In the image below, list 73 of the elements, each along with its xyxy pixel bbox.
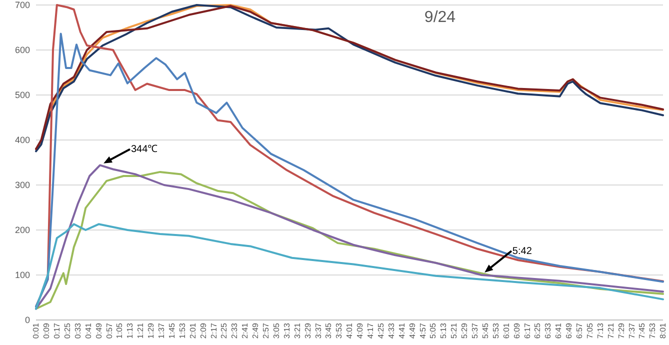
y-tick-label: 0: [24, 315, 30, 326]
x-tick-label: 7:13: [596, 322, 605, 339]
x-tick-label: 4:17: [366, 322, 376, 339]
annotation: 5:42: [512, 246, 532, 257]
x-tick-label: 5:37: [470, 322, 480, 339]
x-tick-label: 7:37: [627, 322, 636, 339]
x-tick-label: 2:49: [251, 322, 260, 339]
x-tick-label: 1:13: [126, 322, 135, 339]
x-tick-label: 7:05: [585, 322, 594, 339]
x-tick-label: 5:21: [450, 322, 459, 339]
x-tick-label: 1:29: [146, 322, 156, 339]
x-tick-label: 6:25: [533, 322, 542, 339]
x-tick-label: 6:09: [512, 322, 522, 339]
x-tick-label: 6:57: [575, 322, 584, 339]
y-tick-label: 200: [14, 225, 30, 236]
x-tick-label: 3:13: [282, 322, 292, 339]
x-tick-label: 0:57: [104, 322, 114, 339]
x-tick-label: 1:37: [157, 322, 166, 339]
x-tick-label: 7:53: [648, 322, 658, 339]
x-tick-label: 6:01: [502, 322, 511, 339]
x-tick-label: 2:57: [262, 322, 271, 339]
y-tick-label: 400: [14, 135, 30, 146]
x-tick-label: 2:41: [240, 322, 250, 339]
x-tick-label: 3:05: [272, 322, 281, 339]
x-tick-label: 7:21: [606, 322, 616, 339]
annotation: 344℃: [131, 144, 158, 156]
x-tick-label: 2:09: [198, 322, 208, 339]
x-tick-label: 0:41: [84, 322, 93, 339]
x-tick-label: 4:33: [386, 322, 396, 339]
x-tick-label: 0:09: [42, 322, 52, 339]
x-tick-label: 0:17: [52, 322, 62, 339]
x-tick-label: 6:17: [522, 322, 532, 339]
x-tick-label: 4:49: [408, 322, 417, 339]
x-tick-label: 7:29: [616, 322, 626, 339]
x-tick-label: 3:29: [303, 322, 312, 339]
line-series: [35, 223, 664, 310]
x-tick-label: 1:45: [167, 322, 176, 339]
y-tick-label: 100: [14, 270, 30, 280]
x-tick-label: 0:49: [94, 322, 104, 339]
chart-title: 9/24: [424, 9, 456, 26]
x-tick-label: 7:45: [638, 322, 647, 339]
x-tick-label: 4:57: [418, 322, 428, 339]
x-tick-label: 3:37: [314, 322, 323, 339]
y-tick-label: 300: [14, 180, 30, 190]
x-tick-label: 4:09: [356, 322, 365, 339]
x-tick-label: 5:53: [491, 322, 500, 339]
x-tick-label: 5:13: [439, 322, 448, 339]
x-tick-label: 3:45: [324, 322, 334, 339]
x-tick-label: 6:41: [554, 322, 564, 339]
x-tick-label: 4:01: [345, 322, 354, 339]
x-tick-label: 6:49: [564, 322, 574, 339]
x-tick-label: 2:25: [220, 322, 229, 339]
x-tick-label: 8:01: [658, 322, 668, 339]
x-tick-label: 1:21: [136, 322, 146, 339]
x-tick-label: 6:33: [544, 322, 553, 339]
x-tick-label: 2:17: [209, 322, 218, 339]
y-tick-label: 500: [14, 90, 30, 100]
x-tick-label: 3:53: [334, 322, 344, 339]
x-tick-label: 4:41: [397, 322, 406, 339]
x-tick-label: 0:33: [73, 322, 82, 339]
x-tick-label: 5:05: [428, 322, 438, 339]
x-tick-label: 0:01: [32, 322, 41, 339]
x-tick-label: 5:29: [460, 322, 470, 339]
x-tick-label: 1:53: [178, 322, 187, 339]
x-tick-label: 3:21: [292, 322, 302, 339]
x-tick-label: 0:25: [62, 322, 72, 339]
y-tick-label: 700: [14, 0, 30, 10]
x-tick-label: 4:25: [376, 322, 386, 339]
y-tick-label: 600: [14, 45, 30, 56]
x-tick-label: 2:33: [230, 322, 240, 339]
x-tick-label: 1:05: [115, 322, 124, 339]
x-tick-label: 2:01: [188, 322, 198, 339]
x-tick-label: 5:45: [480, 322, 490, 339]
